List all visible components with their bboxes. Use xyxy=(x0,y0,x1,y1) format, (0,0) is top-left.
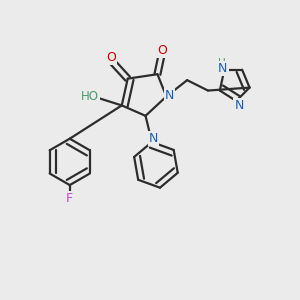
Text: N: N xyxy=(235,99,244,112)
Text: HO: HO xyxy=(81,90,99,103)
Text: H: H xyxy=(218,58,226,68)
Text: N: N xyxy=(149,132,158,145)
Text: O: O xyxy=(106,51,116,64)
Text: N: N xyxy=(218,62,227,75)
Text: O: O xyxy=(157,44,167,57)
Text: F: F xyxy=(66,192,73,205)
Text: N: N xyxy=(165,88,174,101)
